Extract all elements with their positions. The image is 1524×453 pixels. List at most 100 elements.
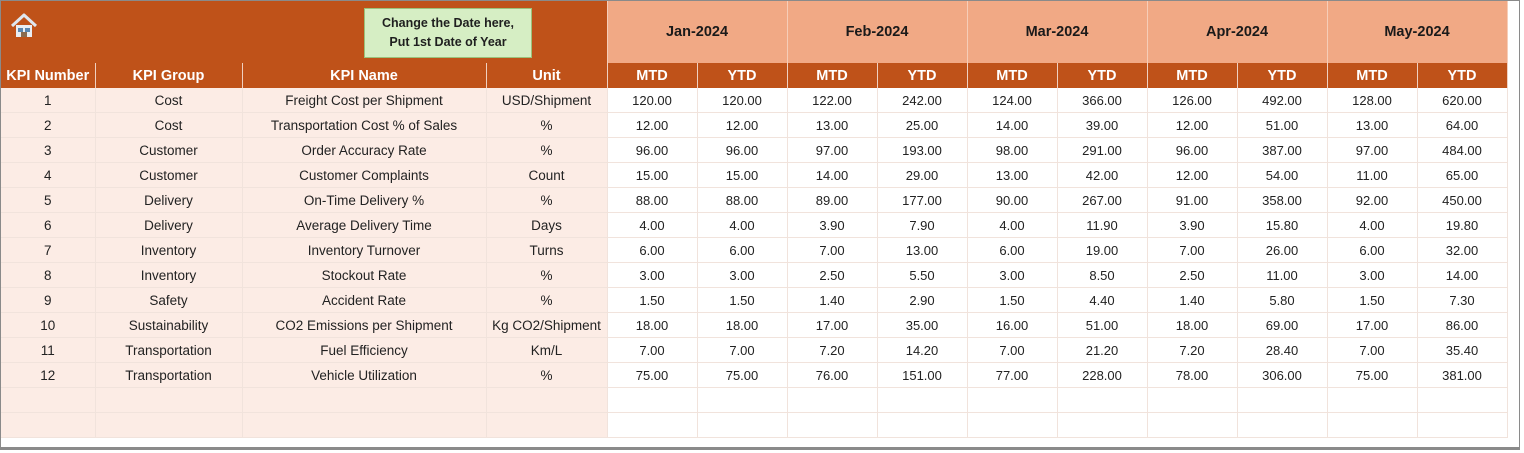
empty-cell[interactable]: [697, 387, 788, 413]
mtd-cell[interactable]: 7.00: [787, 237, 878, 263]
month-header[interactable]: Apr-2024: [1147, 1, 1328, 63]
mtd-cell[interactable]: 14.00: [967, 112, 1058, 138]
ytd-cell[interactable]: 19.80: [1417, 212, 1508, 238]
ytd-cell[interactable]: 14.20: [877, 337, 968, 363]
kpi-group-cell[interactable]: Delivery: [95, 212, 243, 238]
ytd-cell[interactable]: 387.00: [1237, 137, 1328, 163]
ytd-cell[interactable]: 6.00: [697, 237, 788, 263]
ytd-cell[interactable]: 29.00: [877, 162, 968, 188]
mtd-cell[interactable]: 7.00: [607, 337, 698, 363]
kpi-group-cell[interactable]: Sustainability: [95, 312, 243, 338]
ytd-cell[interactable]: 381.00: [1417, 362, 1508, 388]
kpi-unit-cell[interactable]: %: [486, 187, 608, 213]
mtd-cell[interactable]: 18.00: [607, 312, 698, 338]
ytd-cell[interactable]: 5.50: [877, 262, 968, 288]
ytd-cell[interactable]: 69.00: [1237, 312, 1328, 338]
kpi-number-cell[interactable]: 2: [1, 112, 96, 138]
mtd-cell[interactable]: 96.00: [1147, 137, 1238, 163]
kpi-unit-cell[interactable]: Count: [486, 162, 608, 188]
ytd-cell[interactable]: 228.00: [1057, 362, 1148, 388]
ytd-cell[interactable]: 8.50: [1057, 262, 1148, 288]
kpi-unit-cell[interactable]: Turns: [486, 237, 608, 263]
mtd-cell[interactable]: 12.00: [1147, 162, 1238, 188]
ytd-cell[interactable]: 18.00: [697, 312, 788, 338]
kpi-name-cell[interactable]: CO2 Emissions per Shipment: [242, 312, 487, 338]
ytd-cell[interactable]: 39.00: [1057, 112, 1148, 138]
empty-cell[interactable]: [1, 387, 96, 413]
kpi-unit-cell[interactable]: %: [486, 137, 608, 163]
kpi-group-cell[interactable]: Transportation: [95, 337, 243, 363]
month-header[interactable]: Feb-2024: [787, 1, 968, 63]
kpi-unit-cell[interactable]: Days: [486, 212, 608, 238]
ytd-cell[interactable]: 15.80: [1237, 212, 1328, 238]
ytd-cell[interactable]: 21.20: [1057, 337, 1148, 363]
mtd-cell[interactable]: 3.90: [787, 212, 878, 238]
mtd-cell[interactable]: 11.00: [1327, 162, 1418, 188]
empty-cell[interactable]: [95, 387, 243, 413]
empty-cell[interactable]: [1327, 412, 1418, 438]
kpi-name-cell[interactable]: Customer Complaints: [242, 162, 487, 188]
empty-cell[interactable]: [877, 412, 968, 438]
ytd-cell[interactable]: 32.00: [1417, 237, 1508, 263]
ytd-cell[interactable]: 14.00: [1417, 262, 1508, 288]
mtd-cell[interactable]: 6.00: [967, 237, 1058, 263]
ytd-cell[interactable]: 620.00: [1417, 88, 1508, 113]
month-header[interactable]: May-2024: [1327, 1, 1508, 63]
empty-cell[interactable]: [1057, 387, 1148, 413]
empty-cell[interactable]: [607, 412, 698, 438]
ytd-cell[interactable]: 12.00: [697, 112, 788, 138]
mtd-cell[interactable]: 13.00: [787, 112, 878, 138]
ytd-cell[interactable]: 450.00: [1417, 187, 1508, 213]
empty-cell[interactable]: [1417, 387, 1508, 413]
kpi-number-cell[interactable]: 1: [1, 88, 96, 113]
mtd-cell[interactable]: 7.00: [967, 337, 1058, 363]
empty-cell[interactable]: [486, 387, 608, 413]
empty-cell[interactable]: [877, 387, 968, 413]
kpi-unit-cell[interactable]: %: [486, 362, 608, 388]
empty-cell[interactable]: [967, 387, 1058, 413]
mtd-cell[interactable]: 90.00: [967, 187, 1058, 213]
kpi-name-cell[interactable]: Vehicle Utilization: [242, 362, 487, 388]
ytd-cell[interactable]: 51.00: [1057, 312, 1148, 338]
mtd-cell[interactable]: 4.00: [1327, 212, 1418, 238]
ytd-cell[interactable]: 19.00: [1057, 237, 1148, 263]
ytd-cell[interactable]: 51.00: [1237, 112, 1328, 138]
kpi-group-cell[interactable]: Safety: [95, 287, 243, 313]
mtd-cell[interactable]: 3.90: [1147, 212, 1238, 238]
kpi-number-cell[interactable]: 12: [1, 362, 96, 388]
ytd-cell[interactable]: 120.00: [697, 88, 788, 113]
mtd-cell[interactable]: 91.00: [1147, 187, 1238, 213]
mtd-cell[interactable]: 7.00: [1327, 337, 1418, 363]
mtd-cell[interactable]: 2.50: [787, 262, 878, 288]
mtd-cell[interactable]: 4.00: [967, 212, 1058, 238]
mtd-cell[interactable]: 97.00: [1327, 137, 1418, 163]
empty-cell[interactable]: [242, 387, 487, 413]
mtd-cell[interactable]: 12.00: [607, 112, 698, 138]
kpi-number-cell[interactable]: 4: [1, 162, 96, 188]
ytd-cell[interactable]: 484.00: [1417, 137, 1508, 163]
kpi-group-cell[interactable]: Cost: [95, 112, 243, 138]
ytd-cell[interactable]: 7.00: [697, 337, 788, 363]
mtd-cell[interactable]: 7.20: [787, 337, 878, 363]
kpi-name-cell[interactable]: Order Accuracy Rate: [242, 137, 487, 163]
mtd-cell[interactable]: 4.00: [607, 212, 698, 238]
mtd-cell[interactable]: 7.00: [1147, 237, 1238, 263]
kpi-name-cell[interactable]: Stockout Rate: [242, 262, 487, 288]
mtd-cell[interactable]: 77.00: [967, 362, 1058, 388]
empty-cell[interactable]: [242, 412, 487, 438]
kpi-number-cell[interactable]: 8: [1, 262, 96, 288]
kpi-name-cell[interactable]: Transportation Cost % of Sales: [242, 112, 487, 138]
ytd-cell[interactable]: 193.00: [877, 137, 968, 163]
ytd-cell[interactable]: 267.00: [1057, 187, 1148, 213]
mtd-cell[interactable]: 75.00: [607, 362, 698, 388]
empty-cell[interactable]: [787, 412, 878, 438]
mtd-cell[interactable]: 122.00: [787, 88, 878, 113]
empty-cell[interactable]: [1327, 387, 1418, 413]
ytd-cell[interactable]: 1.50: [697, 287, 788, 313]
ytd-cell[interactable]: 3.00: [697, 262, 788, 288]
ytd-cell[interactable]: 88.00: [697, 187, 788, 213]
mtd-cell[interactable]: 1.40: [1147, 287, 1238, 313]
mtd-cell[interactable]: 12.00: [1147, 112, 1238, 138]
mtd-cell[interactable]: 6.00: [607, 237, 698, 263]
mtd-cell[interactable]: 3.00: [607, 262, 698, 288]
